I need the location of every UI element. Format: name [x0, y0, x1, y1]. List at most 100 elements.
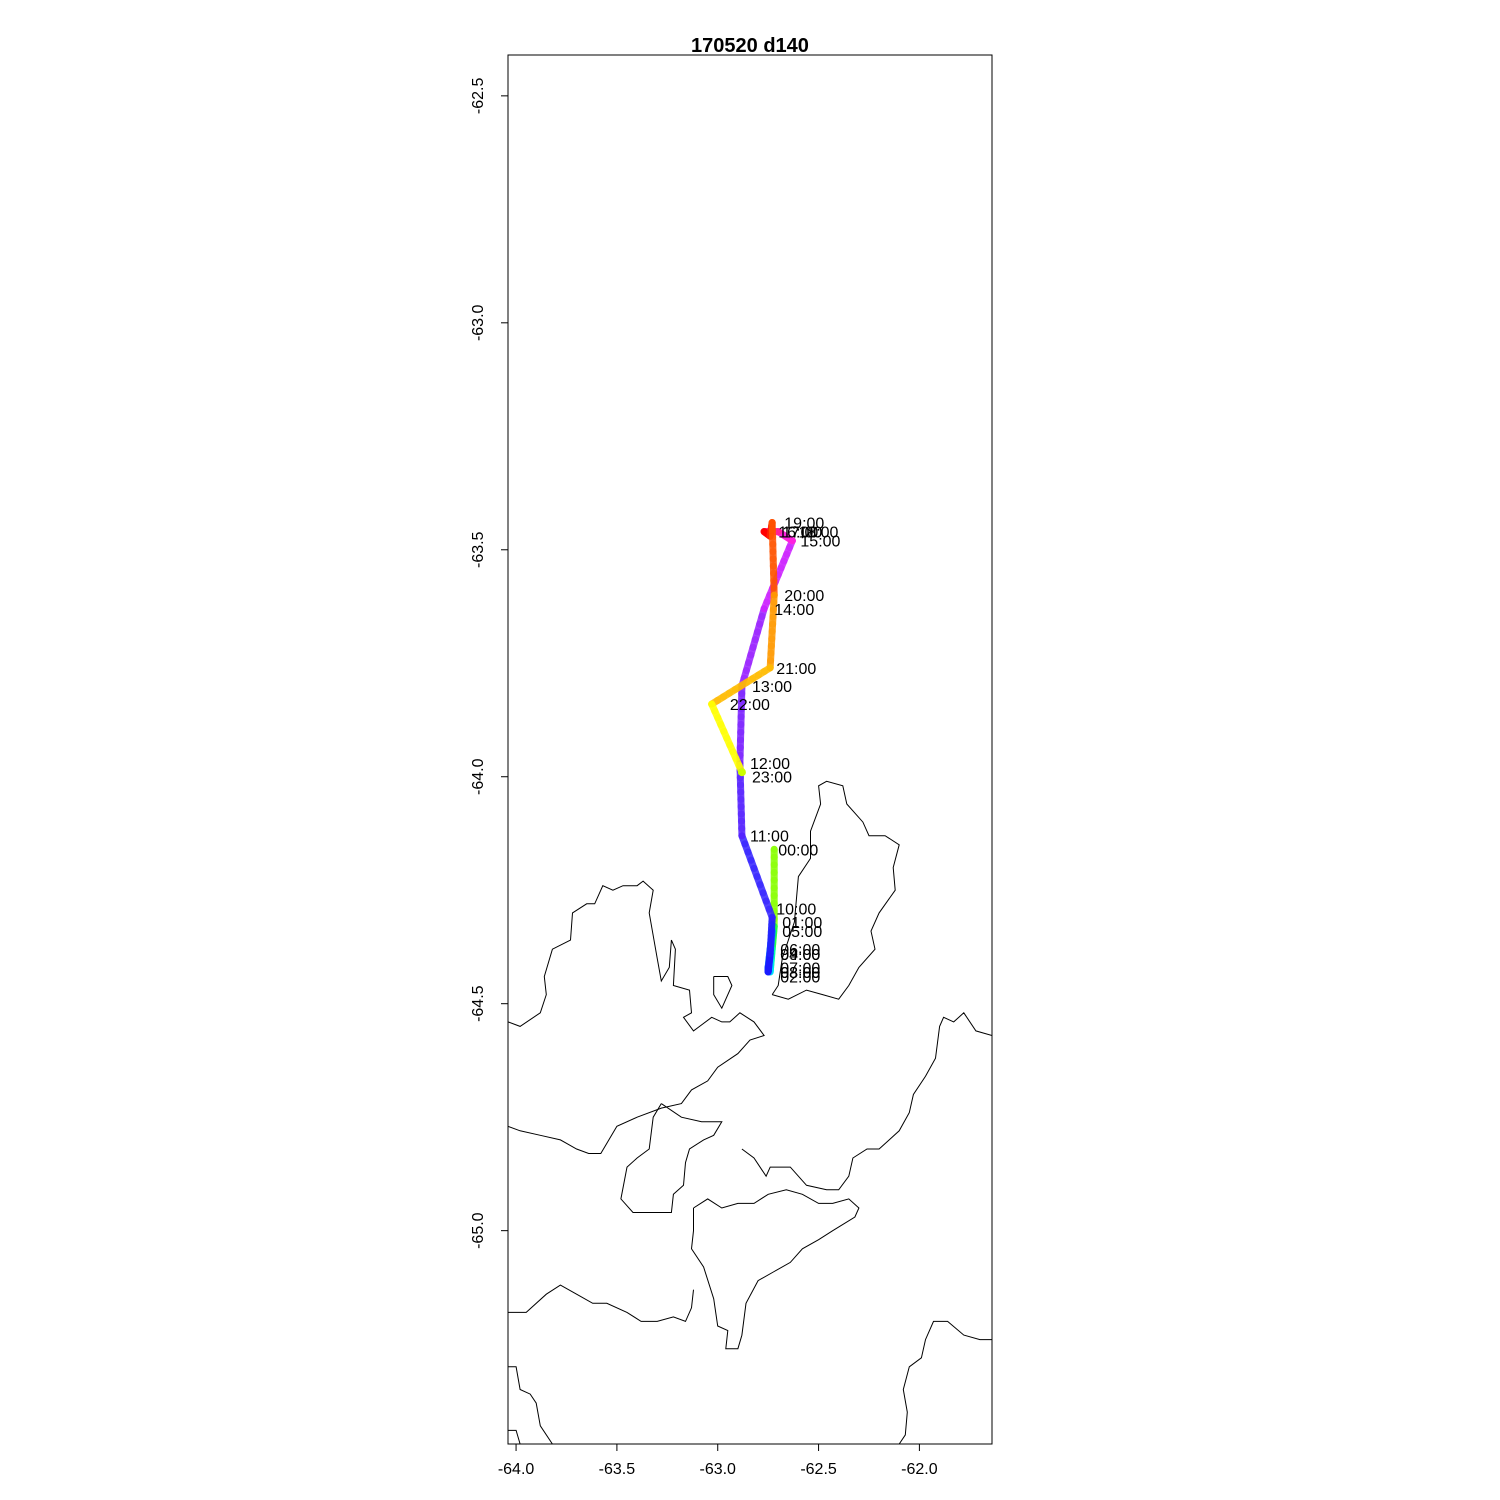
- track-point: [769, 540, 777, 548]
- time-label-0200: 02:00: [780, 969, 820, 986]
- track-point: [729, 748, 737, 756]
- track-point: [768, 518, 776, 527]
- track-point: [737, 810, 745, 818]
- y-axis: -62.5 -63.0 -63.5 -64.0 -64.5 -65.0: [470, 78, 509, 1249]
- coastline-3: [620, 1103, 723, 1213]
- coastline-7: [508, 1366, 553, 1444]
- time-label-1000: 10:00: [776, 901, 816, 918]
- x-axis: -64.0 -63.5 -63.0 -62.5 -62.0: [498, 1443, 938, 1478]
- track-point: [763, 598, 771, 606]
- track-point: [713, 696, 722, 705]
- track-point: [708, 700, 716, 708]
- time-label-1900: 19:00: [784, 516, 824, 533]
- track-point: [769, 547, 777, 556]
- track-point: [768, 627, 776, 636]
- track-point: [750, 864, 758, 873]
- track-point: [783, 550, 791, 558]
- track-point: [770, 577, 778, 585]
- time-label-1700: 17:00: [782, 525, 822, 542]
- track-point: [738, 690, 746, 698]
- track-point: [747, 651, 755, 659]
- track-point: [737, 697, 746, 705]
- track-point: [744, 848, 752, 856]
- y-tick-label: -64.0: [470, 758, 487, 795]
- y-tick-label: -62.5: [470, 78, 487, 115]
- coastline-8: [898, 1320, 992, 1444]
- track-point: [769, 569, 778, 577]
- time-label-1200: 12:00: [750, 756, 790, 773]
- time-label-0300: 03:00: [780, 965, 820, 982]
- track-point: [737, 803, 745, 811]
- track-point: [769, 606, 777, 614]
- track-point: [759, 889, 767, 897]
- track-point: [769, 562, 777, 570]
- track-point: [737, 720, 745, 729]
- time-label-0900: 09:00: [780, 947, 820, 964]
- track-point: [737, 713, 745, 721]
- track-point: [760, 667, 768, 676]
- track-point: [736, 744, 744, 752]
- track-point: [738, 832, 746, 840]
- track-point: [753, 628, 762, 636]
- track-point: [766, 664, 774, 672]
- track-point: [737, 728, 745, 736]
- x-tick-label: -63.5: [599, 1461, 636, 1478]
- time-label-0500: 05:00: [782, 924, 822, 941]
- chart-title: 170520 d140: [691, 35, 809, 57]
- time-label-0600: 06:00: [780, 942, 820, 959]
- x-tick-label: -64.0: [498, 1461, 535, 1478]
- track-point: [768, 533, 777, 541]
- track-point: [780, 557, 788, 565]
- track-point: [756, 620, 764, 628]
- track-point: [737, 795, 745, 804]
- track-point: [754, 671, 763, 679]
- track-point: [760, 605, 768, 613]
- time-label-0400: 04:00: [780, 947, 820, 964]
- track-point: [770, 876, 778, 884]
- time-label-2000: 20:00: [784, 588, 824, 605]
- coastline-layer: [508, 780, 992, 1444]
- track-point: [749, 675, 757, 683]
- time-label-2200: 22:00: [730, 697, 770, 714]
- track-point: [767, 649, 775, 657]
- time-label-0100: 01:00: [782, 915, 822, 932]
- track-point: [770, 591, 778, 599]
- coastline-5: [690, 1189, 860, 1350]
- track-point: [738, 824, 746, 833]
- track-point: [725, 689, 733, 697]
- track-point: [735, 761, 743, 769]
- track-point: [770, 861, 778, 869]
- track-point: [737, 817, 746, 825]
- y-tick-label: -63.0: [470, 304, 487, 341]
- track-point: [719, 693, 727, 701]
- track-point: [768, 620, 777, 628]
- track-point: [737, 705, 745, 713]
- track-point: [768, 913, 776, 922]
- track-point: [768, 635, 776, 643]
- track-point: [753, 872, 761, 881]
- time-label-1100: 11:00: [750, 829, 789, 846]
- track-point: [770, 845, 778, 853]
- track-point: [756, 881, 764, 889]
- track-point: [758, 612, 766, 621]
- track-point: [732, 754, 740, 763]
- track-point: [770, 853, 778, 861]
- track-point: [737, 788, 745, 796]
- track-point: [767, 642, 775, 650]
- x-tick-label: -62.0: [901, 1461, 938, 1478]
- track-point: [711, 707, 719, 715]
- track-point: [744, 659, 753, 667]
- track-point: [769, 613, 777, 621]
- coastline-4: [741, 1012, 992, 1191]
- y-tick-label: -64.5: [470, 985, 487, 1022]
- coastline-0: [508, 880, 765, 1154]
- track-point: [768, 526, 776, 534]
- track-point: [766, 656, 775, 665]
- track-point: [770, 884, 778, 892]
- time-label-1300: 13:00: [752, 679, 792, 696]
- time-label-1600: 16:00: [778, 525, 818, 542]
- track-point: [743, 678, 751, 686]
- track-point-end: [737, 768, 746, 777]
